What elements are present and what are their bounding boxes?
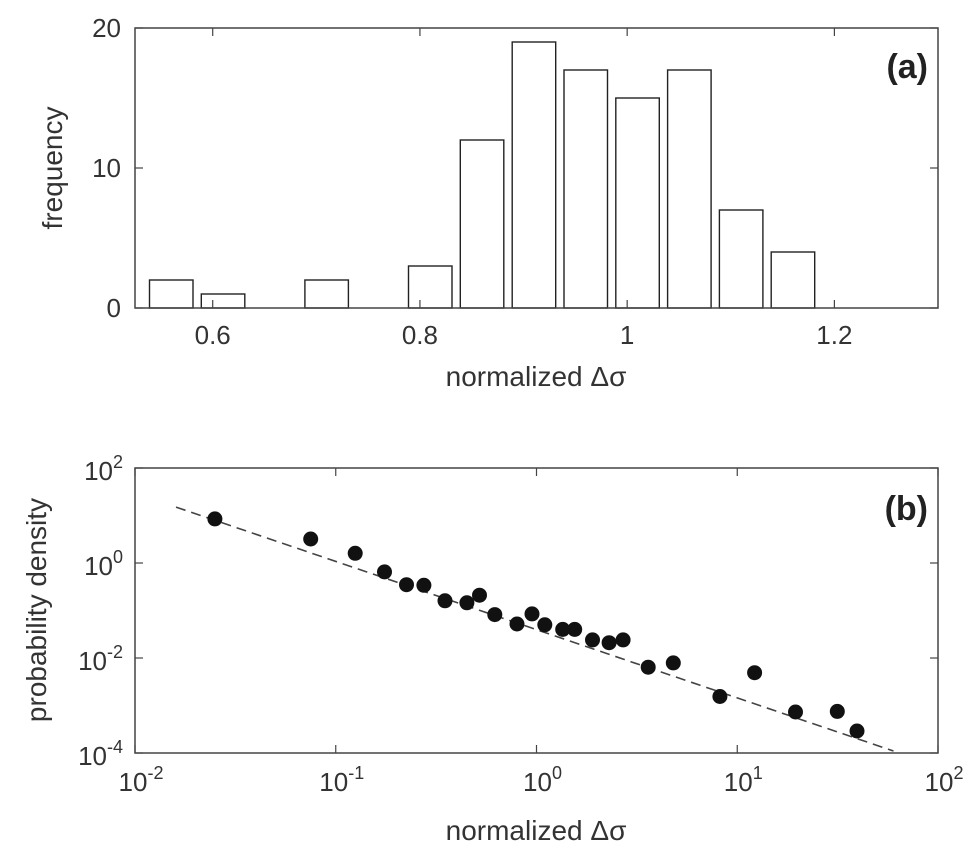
scatter-x-tick-label: 10-1 — [319, 763, 364, 797]
scatter-point — [555, 621, 571, 637]
histogram-x-tick-label: 1.2 — [816, 320, 852, 350]
scatter-point — [712, 689, 728, 704]
histogram-y-axis-label: frequency — [37, 107, 68, 230]
panel-b-label: (b) — [885, 490, 928, 528]
scatter-point — [416, 577, 432, 593]
histogram-bar — [770, 251, 816, 309]
scatter-y-tick-label: 102 — [84, 452, 123, 486]
scatter-point — [459, 595, 475, 611]
histogram-bar — [459, 139, 505, 309]
scatter-point — [472, 587, 487, 603]
scatter-x-axis-label: normalized Δσ — [446, 815, 627, 846]
histogram-bar — [511, 41, 557, 309]
histogram-y-tick-label: 10 — [92, 153, 121, 183]
histogram-bar — [666, 69, 712, 309]
histogram-bar — [718, 209, 764, 309]
histogram-y-tick-label: 20 — [92, 13, 121, 43]
scatter-point — [601, 635, 617, 651]
scatter-points — [207, 511, 865, 739]
histogram-x-tick-label: 0.8 — [402, 320, 438, 350]
histogram-bar — [200, 293, 246, 309]
histogram-panel: 0.6 0.8 1 1.2 0 10 20 (a) normalized Δσ freque… — [37, 13, 939, 392]
scatter-point — [487, 607, 503, 623]
scatter-point — [849, 723, 865, 739]
scatter-y-tick-label: 10-2 — [78, 642, 123, 676]
scatter-point — [567, 621, 583, 637]
scatter-point — [524, 606, 540, 622]
scatter-point — [377, 564, 392, 580]
panel-a-label: (a) — [886, 48, 928, 86]
scatter-x-tick-label: 100 — [523, 763, 562, 797]
scatter-point — [303, 531, 319, 547]
histogram-bar — [615, 97, 660, 309]
histogram-bars — [148, 41, 816, 309]
histogram-x-tick-label: 0.6 — [195, 320, 231, 350]
scatter-point — [615, 632, 631, 648]
scatter-point — [437, 593, 453, 609]
scatter-x-tick-label: 10-2 — [119, 763, 164, 797]
scatter-point — [640, 659, 656, 675]
scatter-point — [509, 616, 525, 632]
scatter-point — [788, 704, 803, 720]
histogram-y-tick-label: 0 — [107, 293, 121, 323]
power-law-fit-line — [175, 506, 894, 752]
scatter-point — [347, 545, 363, 561]
histogram-bar — [148, 279, 194, 309]
scatter-point — [399, 577, 414, 593]
histogram-bar — [304, 279, 350, 309]
scatter-point — [829, 703, 845, 719]
scatter-point — [537, 617, 553, 633]
histogram-x-axis-label: normalized Δσ — [446, 361, 627, 392]
scatter-x-tick-label: 102 — [925, 763, 964, 797]
scatter-point — [585, 632, 600, 648]
scatter-x-tick-label: 101 — [724, 763, 763, 797]
scatter-point — [665, 655, 681, 671]
histogram-bar — [563, 69, 609, 309]
histogram-ticks: 0.6 0.8 1 1.2 0 10 20 — [92, 13, 938, 350]
histogram-x-tick-label: 1 — [620, 320, 634, 350]
scatter-y-tick-label: 10-4 — [78, 737, 123, 771]
scatter-point — [747, 665, 763, 681]
scatter-y-tick-label: 100 — [84, 547, 123, 581]
histogram-bar — [407, 265, 453, 309]
scatter-point — [207, 511, 223, 527]
scatter-y-axis-label: probability density — [21, 498, 52, 722]
